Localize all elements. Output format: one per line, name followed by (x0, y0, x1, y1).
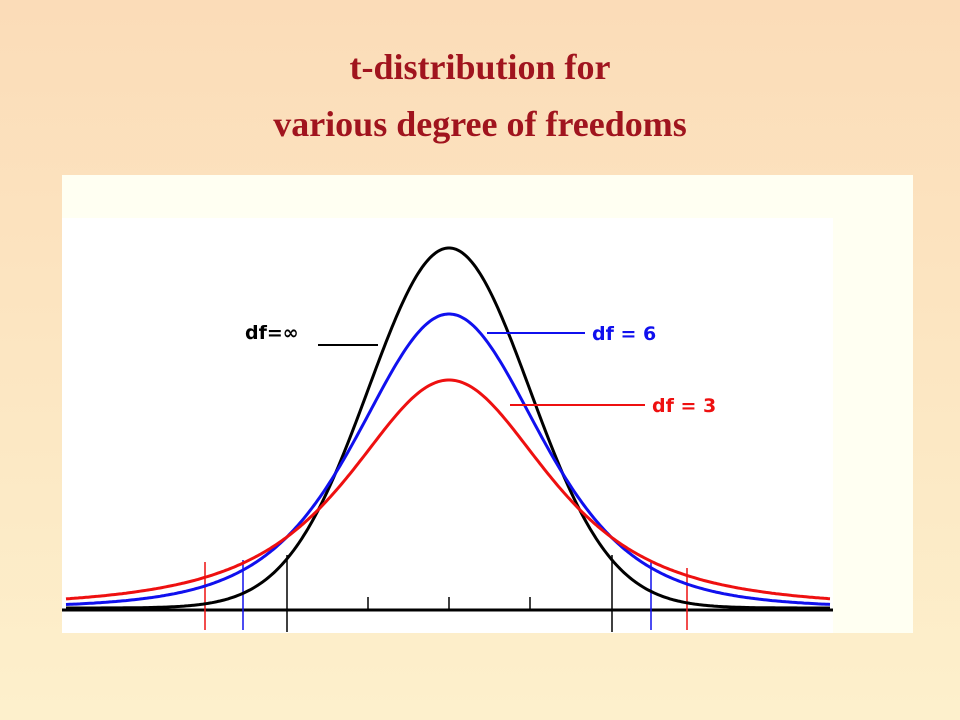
curves (65, 246, 831, 610)
label: df = 3 (652, 395, 716, 417)
title-line: various degree of freedoms (273, 104, 687, 144)
title-line: t-distribution for (349, 47, 611, 87)
curve (65, 378, 831, 601)
curve (65, 312, 831, 606)
label: df=∞ (245, 322, 299, 344)
red-critical (204, 562, 688, 630)
plot-area (62, 218, 833, 633)
ticks (286, 555, 613, 632)
curve (66, 246, 830, 610)
label: df = 6 (592, 323, 656, 345)
